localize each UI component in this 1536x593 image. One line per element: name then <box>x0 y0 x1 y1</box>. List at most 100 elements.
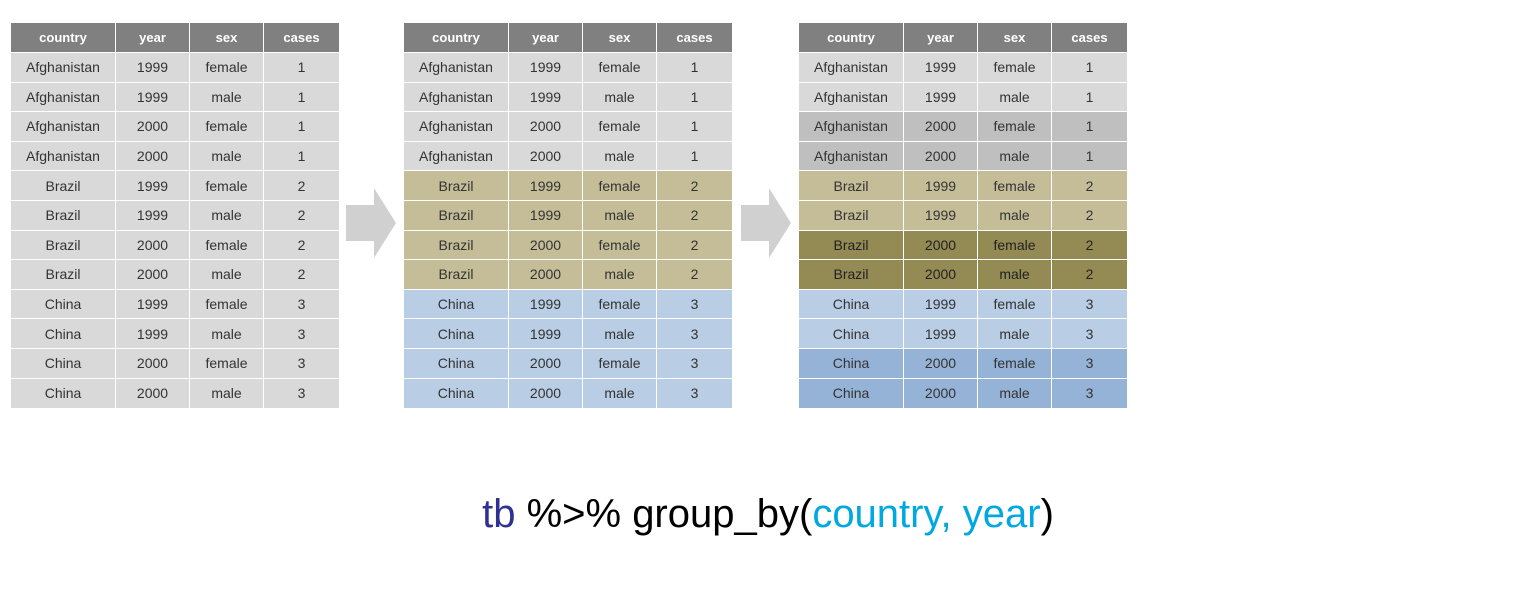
cell-sex: male <box>190 378 264 409</box>
cell-year: 1999 <box>904 319 978 349</box>
header-year: year <box>904 23 978 53</box>
cell-country: China <box>404 348 509 379</box>
cell-year: 1999 <box>509 200 583 231</box>
cell-cases: 2 <box>1052 200 1127 231</box>
cell-sex: female <box>978 171 1052 201</box>
table-row: China 2000 male 3 <box>11 378 339 409</box>
cell-country: China <box>404 378 509 409</box>
table-row: China 2000 female 3 <box>799 348 1127 379</box>
cell-year: 1999 <box>116 319 190 349</box>
cell-year: 2000 <box>904 230 978 261</box>
cell-cases: 2 <box>1052 171 1127 201</box>
cell-cases: 1 <box>657 53 732 83</box>
cell-year: 1999 <box>904 171 978 201</box>
cell-year: 1999 <box>116 53 190 83</box>
cell-country: China <box>11 348 116 379</box>
cell-country: China <box>11 319 116 349</box>
header-cases: cases <box>264 23 339 53</box>
table-row: Afghanistan 1999 male 1 <box>404 82 732 113</box>
table-row: Afghanistan 2000 female 1 <box>404 112 732 142</box>
table-grouped-by-country-year: country year sex cases Afghanistan 1999 fe… <box>799 23 1127 409</box>
cell-sex: female <box>978 289 1052 320</box>
cell-sex: female <box>583 112 657 142</box>
code-close: ) <box>1040 492 1054 536</box>
cell-cases: 2 <box>1052 230 1127 261</box>
header-country: country <box>799 23 904 53</box>
cell-country: Afghanistan <box>799 53 904 83</box>
cell-country: Afghanistan <box>11 82 116 113</box>
cell-sex: male <box>978 319 1052 349</box>
cell-cases: 1 <box>264 82 339 113</box>
cell-country: China <box>11 289 116 320</box>
cell-cases: 3 <box>657 378 732 409</box>
cell-sex: male <box>978 378 1052 409</box>
cell-sex: female <box>978 53 1052 83</box>
table-row: Brazil 2000 female 2 <box>11 230 339 261</box>
cell-country: Brazil <box>11 171 116 201</box>
table-row: Brazil 1999 male 2 <box>404 200 732 231</box>
cell-cases: 3 <box>1052 319 1127 349</box>
table-row: Afghanistan 1999 male 1 <box>11 82 339 113</box>
cell-sex: female <box>583 53 657 83</box>
cell-year: 2000 <box>509 378 583 409</box>
cell-country: China <box>799 348 904 379</box>
table-row: Brazil 1999 male 2 <box>799 200 1127 231</box>
cell-sex: male <box>583 319 657 349</box>
cell-year: 2000 <box>904 112 978 142</box>
cell-cases: 3 <box>264 319 339 349</box>
cell-country: Brazil <box>404 260 509 290</box>
table-row: China 2000 female 3 <box>11 348 339 379</box>
cell-year: 1999 <box>509 319 583 349</box>
table-row: Afghanistan 1999 female 1 <box>404 53 732 83</box>
cell-cases: 2 <box>264 230 339 261</box>
cell-year: 2000 <box>116 230 190 261</box>
table-row: China 1999 male 3 <box>799 319 1127 349</box>
table-row: Afghanistan 2000 male 1 <box>11 141 339 172</box>
table-row: Afghanistan 2000 male 1 <box>799 141 1127 172</box>
cell-sex: female <box>583 230 657 261</box>
cell-cases: 1 <box>264 53 339 83</box>
arrow-right-icon <box>741 188 791 258</box>
cell-country: Afghanistan <box>799 141 904 172</box>
cell-year: 2000 <box>904 141 978 172</box>
cell-country: Afghanistan <box>799 82 904 113</box>
cell-cases: 2 <box>657 171 732 201</box>
table-row: Afghanistan 1999 female 1 <box>799 53 1127 83</box>
cell-country: China <box>799 378 904 409</box>
cell-sex: male <box>190 141 264 172</box>
cell-sex: male <box>583 378 657 409</box>
cell-sex: female <box>190 289 264 320</box>
header-year: year <box>116 23 190 53</box>
code-expression: tb %>% group_by(country, year) <box>0 487 1536 541</box>
cell-cases: 1 <box>264 141 339 172</box>
header-sex: sex <box>978 23 1052 53</box>
cell-country: Afghanistan <box>11 112 116 142</box>
cell-country: Afghanistan <box>404 53 509 83</box>
table-row: China 2000 female 3 <box>404 348 732 379</box>
cell-country: Brazil <box>404 230 509 261</box>
table-row: Brazil 2000 male 2 <box>799 260 1127 290</box>
cell-year: 1999 <box>904 53 978 83</box>
cell-country: Afghanistan <box>404 141 509 172</box>
cell-country: Brazil <box>11 260 116 290</box>
cell-year: 1999 <box>509 82 583 113</box>
header-row: country year sex cases <box>11 23 339 53</box>
cell-country: China <box>799 319 904 349</box>
code-object: tb <box>482 492 516 536</box>
cell-sex: female <box>978 112 1052 142</box>
cell-sex: male <box>190 319 264 349</box>
table-row: Brazil 2000 female 2 <box>404 230 732 261</box>
cell-year: 2000 <box>509 260 583 290</box>
cell-cases: 2 <box>657 230 732 261</box>
cell-country: China <box>799 289 904 320</box>
header-country: country <box>11 23 116 53</box>
cell-country: Afghanistan <box>11 53 116 83</box>
header-country: country <box>404 23 509 53</box>
cell-year: 1999 <box>509 289 583 320</box>
cell-year: 1999 <box>116 289 190 320</box>
cell-cases: 2 <box>264 171 339 201</box>
cell-year: 2000 <box>116 378 190 409</box>
table-row: Brazil 1999 female 2 <box>799 171 1127 201</box>
cell-year: 2000 <box>509 230 583 261</box>
header-row: country year sex cases <box>799 23 1127 53</box>
